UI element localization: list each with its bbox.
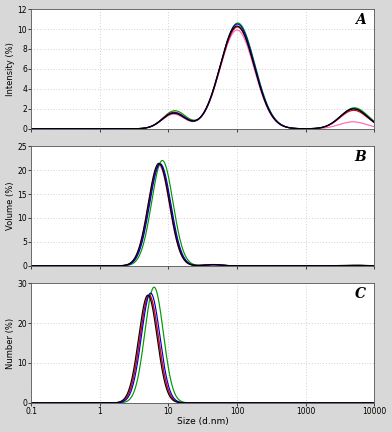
Y-axis label: Intensity (%): Intensity (%) <box>5 42 15 96</box>
Text: A: A <box>355 13 366 27</box>
Text: B: B <box>354 150 366 164</box>
X-axis label: Size (d.nm): Size (d.nm) <box>177 417 229 426</box>
Y-axis label: Number (%): Number (%) <box>5 318 15 368</box>
Y-axis label: Volume (%): Volume (%) <box>5 182 15 230</box>
Text: C: C <box>355 287 366 301</box>
